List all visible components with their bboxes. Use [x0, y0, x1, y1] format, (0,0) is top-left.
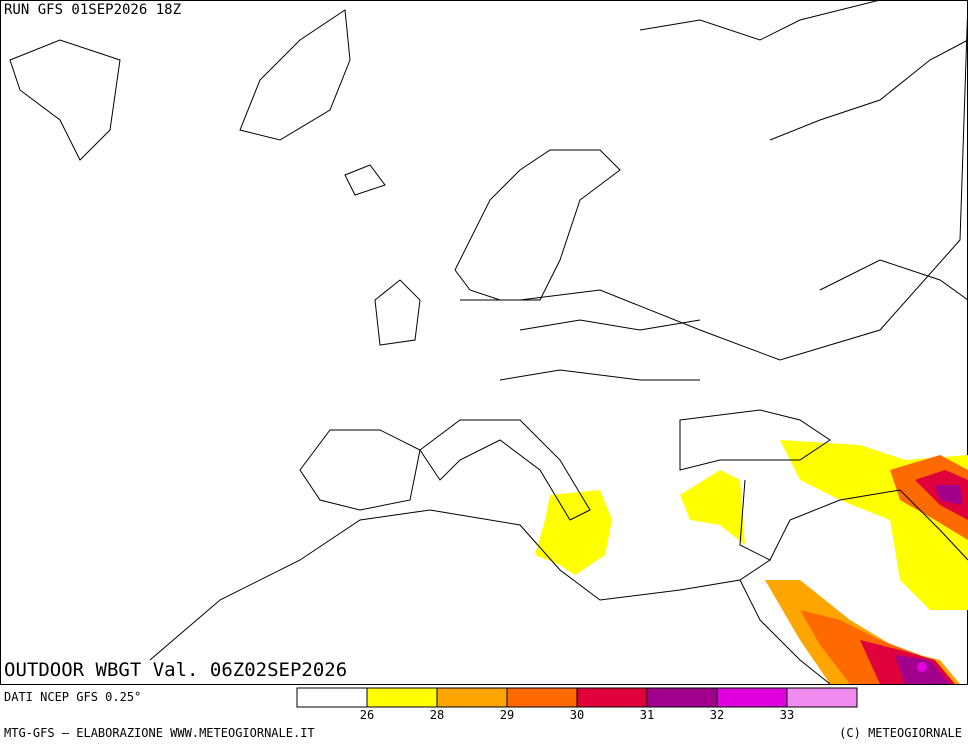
- run-label: RUN GFS 01SEP2026 18Z: [4, 2, 181, 18]
- map-title: OUTDOOR WBGT Val. 06Z02SEP2026: [4, 659, 347, 681]
- colorbar-tick-label: 28: [430, 708, 444, 722]
- footer-right: (C) METEOGIORNALE: [839, 726, 962, 740]
- footer-left: MTG-GFS — ELABORAZIONE WWW.METEOGIORNALE…: [4, 726, 315, 740]
- color-swatch: [366, 687, 438, 708]
- color-swatch: [436, 687, 508, 708]
- color-swatch: [576, 687, 648, 708]
- coastline: [9, 0, 968, 685]
- map-frame: [0, 0, 968, 685]
- map: RUN GFS 01SEP2026 18Z OUTDOOR WBGT Val. …: [0, 0, 968, 685]
- colorbar-tick-label: 29: [500, 708, 514, 722]
- colorbar-tick-label: 33: [780, 708, 794, 722]
- source-label: DATI NCEP GFS 0.25°: [4, 690, 141, 704]
- colorbar-tick-label: 30: [570, 708, 584, 722]
- colorbar-tick-label: 32: [710, 708, 724, 722]
- heat-field: [535, 440, 968, 684]
- color-swatch: [716, 687, 788, 708]
- colorbar-tick-label: 26: [360, 708, 374, 722]
- color-swatch: [646, 687, 718, 708]
- colorbar: 26 28 29 30 31 32 33: [296, 687, 858, 722]
- color-swatch: [296, 687, 368, 708]
- color-swatch: [786, 687, 858, 708]
- color-swatch: [506, 687, 578, 708]
- colorbar-tick-label: 31: [640, 708, 654, 722]
